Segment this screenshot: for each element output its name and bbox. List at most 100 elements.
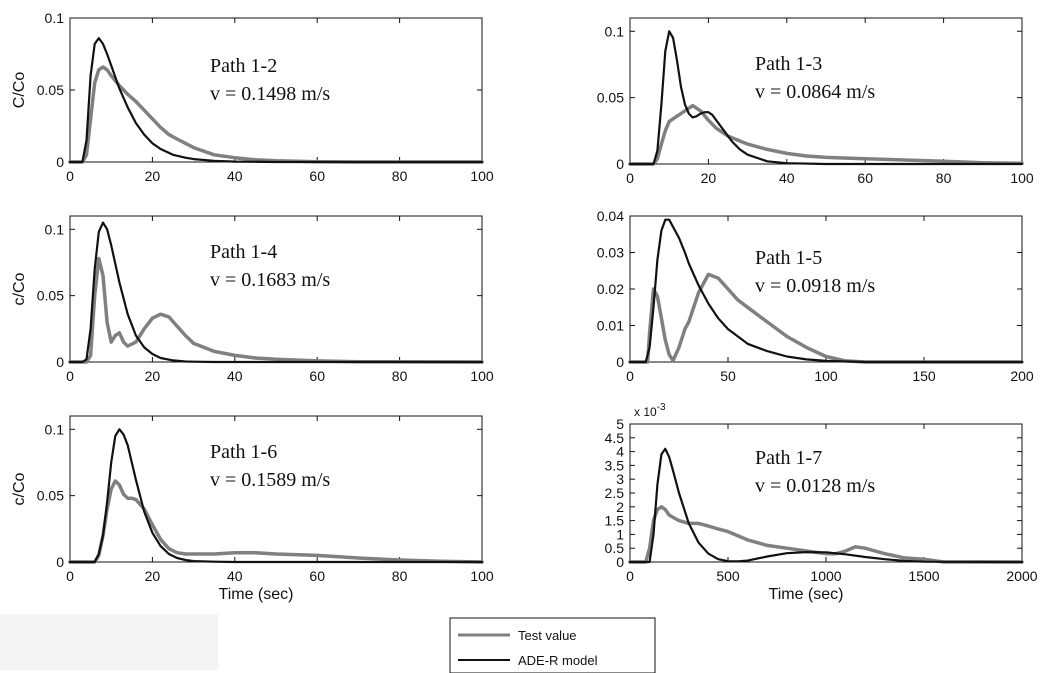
- y-tick-label: 0: [56, 354, 64, 370]
- x-tick-label: 0: [626, 568, 634, 584]
- path-annotation: Path 1-3: [755, 53, 822, 75]
- series-line-ade-r-model: [628, 447, 1024, 564]
- y-tick-label: 2: [616, 499, 624, 515]
- x-axis-label: Time (sec): [769, 586, 844, 603]
- y-tick-label: 0.03: [597, 245, 624, 261]
- x-tick-label: 80: [392, 168, 408, 184]
- velocity-annotation: v = 0.1498 m/s: [210, 83, 330, 105]
- velocity-annotation: v = 0.1683 m/s: [210, 269, 330, 291]
- series-line-test-value: [628, 272, 1024, 364]
- x-tick-label: 150: [912, 368, 936, 384]
- x-tick-label: 60: [309, 168, 325, 184]
- x-tick-label: 1500: [908, 568, 939, 584]
- series-line-ade-r-model: [628, 218, 1024, 364]
- plot-area: [69, 17, 483, 163]
- y-tick-label: 1: [616, 526, 624, 542]
- velocity-annotation: v = 0.0864 m/s: [755, 81, 875, 103]
- y-exponent-power: -3: [657, 402, 666, 413]
- x-axis-label: Time (sec): [219, 586, 294, 603]
- series-line-ade-r-model: [68, 221, 484, 364]
- y-tick-label: 4: [616, 444, 624, 460]
- chart-panel-3: 0 20 40 60 80 100 0 0.05 0.1 c/Co Path 1-4 v = 0.16…: [11, 215, 494, 384]
- y-tick-label: 0.1: [605, 23, 625, 39]
- x-tick-label: 100: [1010, 170, 1034, 186]
- plot-area: [629, 17, 1023, 165]
- y-tick-label: 0.5: [605, 540, 625, 556]
- y-tick-label: 0.04: [597, 208, 624, 224]
- legend: Test value ADE-R model: [449, 617, 656, 673]
- path-annotation: Path 1-5: [755, 247, 822, 269]
- series-line-test-value: [628, 103, 1024, 166]
- x-tick-label: 100: [470, 368, 494, 384]
- x-tick-label: 200: [1010, 368, 1034, 384]
- y-tick-label: 0: [56, 554, 64, 570]
- x-tick-label: 100: [470, 168, 494, 184]
- chart-panel-6: 0 500 1000 1500 2000 00.511.522.533.544.55 x 1…: [605, 402, 1038, 603]
- y-tick-label: 0.05: [597, 90, 624, 106]
- x-tick-label: 2000: [1006, 568, 1037, 584]
- series-line-test-value: [68, 256, 484, 364]
- x-tick-label: 80: [392, 368, 408, 384]
- x-tick-label: 0: [66, 568, 74, 584]
- x-tick-label: 500: [716, 568, 740, 584]
- blank-area: [0, 614, 218, 670]
- x-tick-label: 0: [66, 368, 74, 384]
- series-line-test-value: [628, 505, 1024, 564]
- x-tick-label: 20: [145, 368, 161, 384]
- y-tick-label: 3.5: [605, 457, 625, 473]
- x-tick-label: 40: [227, 168, 243, 184]
- chart-panel-5: 0 20 40 60 80 100 0 0.05 0.1 c/Co Time (sec) Path 1…: [11, 415, 494, 603]
- y-tick-label: 5: [616, 416, 624, 432]
- y-tick-label: 0.02: [597, 281, 624, 297]
- path-annotation: Path 1-2: [210, 55, 277, 77]
- legend-box: [449, 617, 656, 673]
- x-tick-label: 100: [470, 568, 494, 584]
- path-annotation: Path 1-4: [210, 241, 277, 263]
- x-tick-label: 0: [626, 170, 634, 186]
- y-tick-label: 0: [616, 354, 624, 370]
- y-tick-label: 0.1: [45, 221, 65, 237]
- y-tick-label: 3: [616, 471, 624, 487]
- y-tick-label: 0.1: [45, 421, 65, 437]
- series-line-test-value: [68, 479, 484, 564]
- x-tick-label: 1000: [810, 568, 841, 584]
- chart-panel-4: 0 50 100 150 200 0 0.01 0.02 0.03 0.04 Path 1-5 v =…: [597, 208, 1034, 384]
- x-tick-label: 20: [145, 568, 161, 584]
- y-exponent-base: x 10: [634, 405, 657, 419]
- y-tick-label: 1.5: [605, 513, 625, 529]
- y-tick-label: 0: [616, 554, 624, 570]
- x-tick-label: 20: [701, 170, 717, 186]
- y-tick-label: 0: [616, 156, 624, 172]
- y-tick-label: 0: [56, 154, 64, 170]
- x-tick-label: 40: [779, 170, 795, 186]
- x-tick-label: 60: [857, 170, 873, 186]
- y-tick-label: 0.1: [45, 10, 65, 26]
- y-tick-label: 4.5: [605, 430, 625, 446]
- velocity-annotation: v = 0.1589 m/s: [210, 469, 330, 491]
- x-tick-label: 100: [814, 368, 838, 384]
- plot-area: [629, 215, 1023, 363]
- series-line-ade-r-model: [68, 428, 484, 564]
- x-tick-label: 60: [309, 368, 325, 384]
- series-line-ade-r-model: [628, 30, 1024, 166]
- series-line-ade-r-model: [68, 37, 484, 164]
- y-tick-label: 0.01: [597, 318, 624, 334]
- x-tick-label: 60: [309, 568, 325, 584]
- y-tick-label: 0.05: [37, 488, 64, 504]
- chart-panel-2: 0 20 40 60 80 100 0 0.05 0.1 Path 1-3 v = 0.0864 m…: [597, 17, 1034, 186]
- x-tick-label: 50: [720, 368, 736, 384]
- x-tick-label: 40: [227, 568, 243, 584]
- x-tick-label: 80: [392, 568, 408, 584]
- chart-panel-1: 0 20 40 60 80 100 0 0.05 0.1 C/Co Path 1-2 v = 0.14…: [11, 10, 494, 184]
- y-exponent-label: x 10-3: [634, 402, 666, 419]
- velocity-annotation: v = 0.0128 m/s: [755, 475, 875, 497]
- legend-test-label: Test value: [518, 628, 577, 643]
- legend-model-label: ADE-R model: [518, 653, 598, 668]
- y-tick-label: 0.05: [37, 288, 64, 304]
- y-axis-label: c/Co: [11, 272, 28, 305]
- y-axis-label: c/Co: [11, 472, 28, 505]
- velocity-annotation: v = 0.0918 m/s: [755, 275, 875, 297]
- x-tick-label: 20: [145, 168, 161, 184]
- x-tick-label: 0: [626, 368, 634, 384]
